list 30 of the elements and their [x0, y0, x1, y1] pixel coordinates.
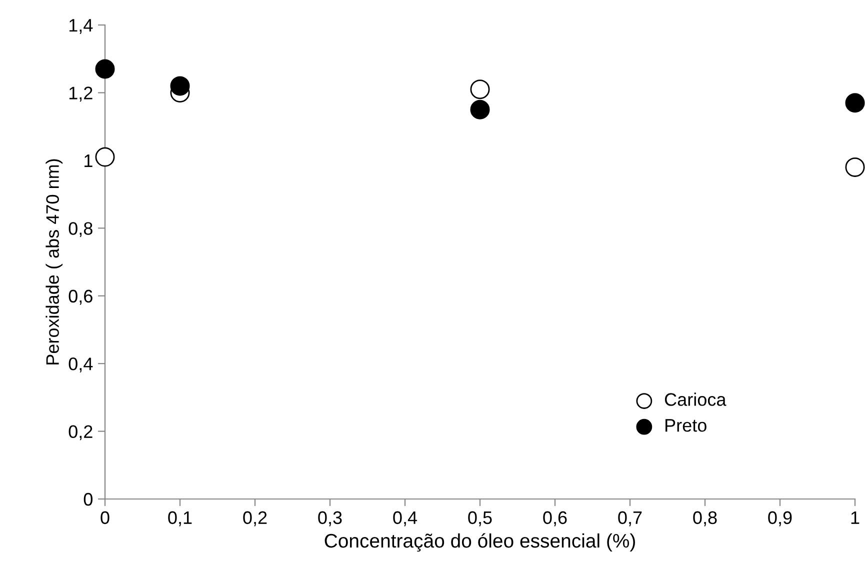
point [470, 100, 490, 120]
legend-label: Carioca [664, 392, 726, 406]
x-tick-label: 0,3 [318, 511, 342, 526]
y-tick-label: 1,2 [69, 86, 92, 102]
x-tick-label: 0,7 [618, 511, 642, 526]
x-tick-label: 0,4 [393, 511, 418, 526]
point [95, 59, 115, 79]
y-axis-title: Peroxidade ( abs 470 nm) [46, 159, 63, 364]
x-tick-label: 0,9 [768, 511, 792, 526]
x-tick-label: 0,5 [468, 511, 492, 526]
y-tick-label: 0,4 [68, 358, 93, 372]
x-tick-label: 0,1 [168, 511, 192, 526]
y-tick-label: 0,2 [68, 425, 92, 440]
point [845, 93, 865, 113]
x-tick-label: 0 [100, 511, 110, 524]
x-tick-label: 0,6 [543, 511, 567, 526]
x-axis-title: Concentração do óleo essencial (%) [324, 533, 635, 552]
y-tick-label: 0 [84, 492, 92, 506]
point [845, 157, 865, 177]
y-tick-label: 1,4 [69, 19, 93, 34]
y-tick-label: 1 [84, 154, 92, 167]
x-tick-label: 0,2 [243, 511, 267, 526]
x-tick-label: 0,8 [693, 511, 717, 526]
point [95, 147, 115, 167]
legend-label: Preto [666, 419, 706, 432]
y-tick-label: 0,8 [68, 222, 92, 237]
y-tick-label: 0,6 [68, 290, 92, 305]
point [470, 80, 490, 100]
point [170, 76, 190, 96]
x-tick-label: 1 [851, 511, 860, 524]
